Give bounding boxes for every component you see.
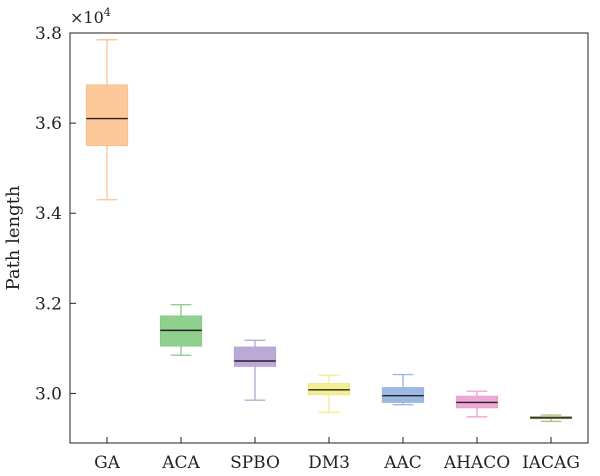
y-axis-title: Path length xyxy=(3,185,24,290)
x-axis-ticks: GA ACA SPBO DM3 AAC AHACO IACAG xyxy=(94,437,580,473)
x-tick-label: IACAG xyxy=(522,453,580,473)
box-ga xyxy=(85,39,129,201)
x-tick-label: DM3 xyxy=(308,453,350,473)
y-tick-label: 3.4 xyxy=(35,204,62,224)
y-axis-scale-base: ×10 xyxy=(70,8,104,27)
y-tick-label: 3.8 xyxy=(35,24,62,44)
box-spbo xyxy=(233,339,277,401)
box-iacag xyxy=(529,414,573,423)
box-aac xyxy=(381,373,425,406)
x-tick-label: AHACO xyxy=(443,453,510,473)
boxes-layer xyxy=(85,39,573,423)
x-tick-label: AAC xyxy=(383,453,422,473)
y-axis-ticks: 3.0 3.2 3.4 3.6 3.8 xyxy=(35,24,76,404)
x-tick-label: ACA xyxy=(161,453,200,473)
iqr-box xyxy=(85,84,129,147)
box-aca xyxy=(159,303,203,356)
y-tick-label: 3.6 xyxy=(35,114,62,134)
y-axis-scale-factor: ×104 xyxy=(70,6,111,27)
box-dm3 xyxy=(307,374,351,414)
y-tick-label: 3.0 xyxy=(35,384,62,404)
x-tick-label: SPBO xyxy=(230,453,280,473)
y-axis-scale-exponent: 4 xyxy=(104,6,111,19)
iqr-box xyxy=(233,346,277,367)
x-tick-label: GA xyxy=(94,453,121,473)
box-ahaco xyxy=(455,390,499,418)
y-tick-label: 3.2 xyxy=(35,294,62,314)
